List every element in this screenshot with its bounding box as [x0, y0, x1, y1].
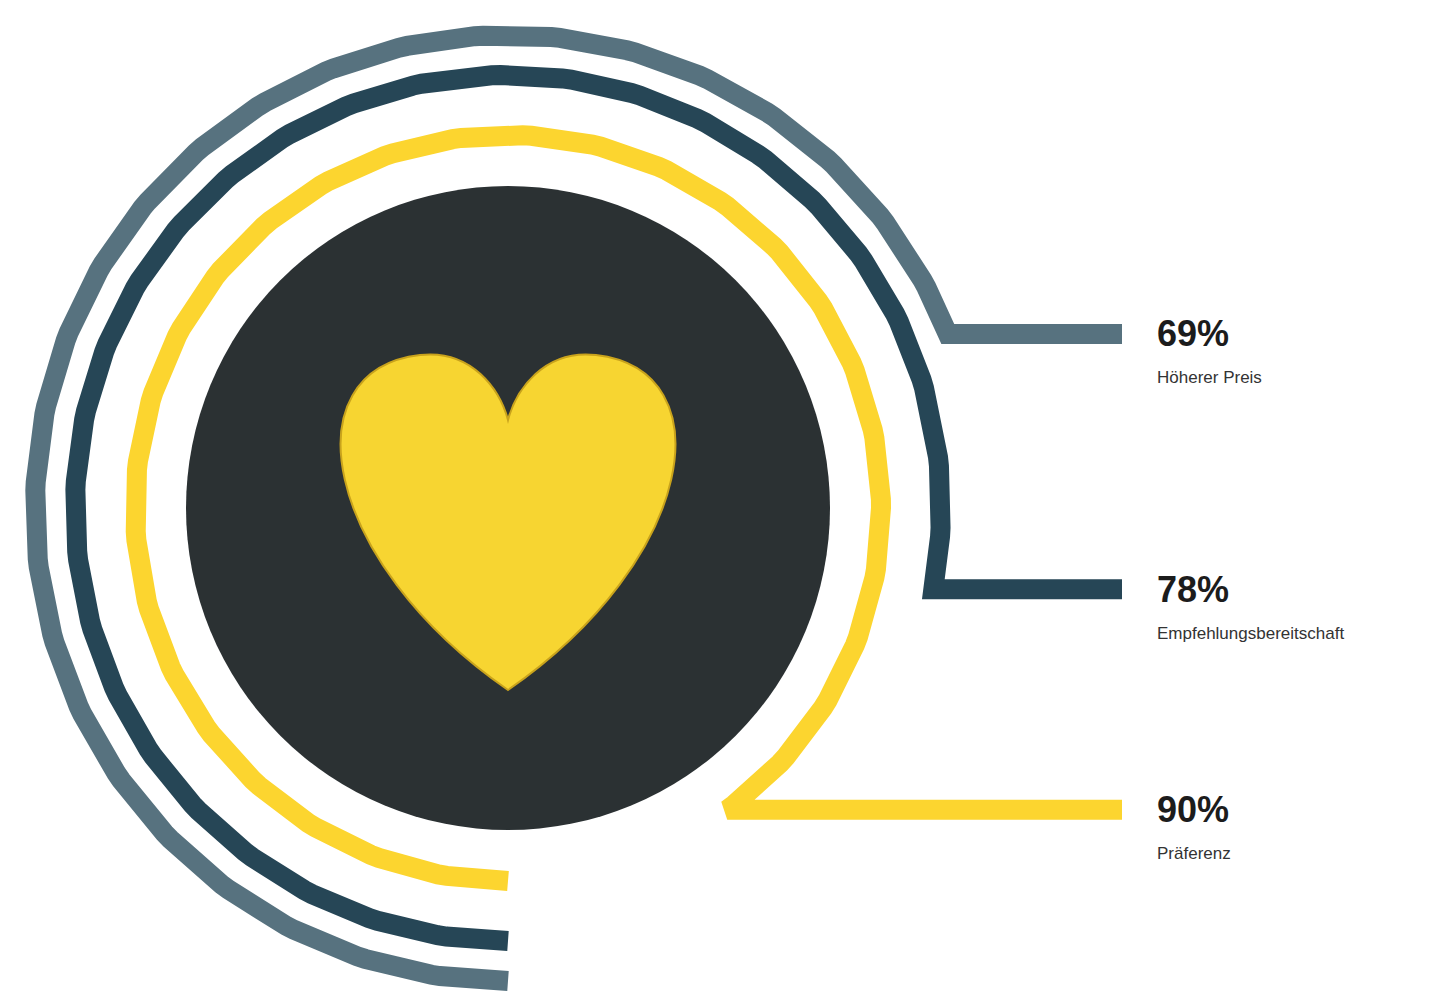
svg-text:Empfehlungsbereitschaft: Empfehlungsbereitschaft: [1157, 624, 1344, 643]
svg-text:Höherer Preis: Höherer Preis: [1157, 368, 1262, 387]
svg-text:78%: 78%: [1157, 569, 1229, 610]
svg-text:69%: 69%: [1157, 313, 1229, 354]
svg-text:Präferenz: Präferenz: [1157, 844, 1231, 863]
svg-text:90%: 90%: [1157, 789, 1229, 830]
